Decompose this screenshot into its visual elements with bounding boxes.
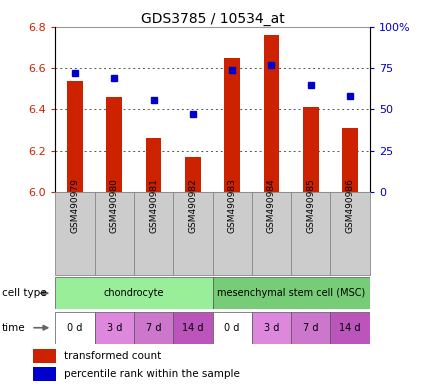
Text: GSM490986: GSM490986 <box>346 179 354 233</box>
Bar <box>185 157 201 192</box>
Text: 7 d: 7 d <box>146 323 161 333</box>
Bar <box>173 192 212 275</box>
Bar <box>291 312 331 344</box>
Bar <box>94 192 134 275</box>
Bar <box>212 192 252 275</box>
Bar <box>94 312 134 344</box>
Bar <box>67 81 83 192</box>
Text: 0 d: 0 d <box>67 323 82 333</box>
Bar <box>342 128 358 192</box>
Text: cell type: cell type <box>2 288 47 298</box>
Bar <box>212 312 252 344</box>
Text: GSM490985: GSM490985 <box>306 179 315 233</box>
Bar <box>55 192 94 275</box>
Text: GSM490984: GSM490984 <box>267 179 276 233</box>
Bar <box>33 367 56 381</box>
Text: 3 d: 3 d <box>264 323 279 333</box>
Bar <box>55 277 212 309</box>
Bar <box>303 108 319 192</box>
Text: 14 d: 14 d <box>339 323 361 333</box>
Text: GSM490980: GSM490980 <box>110 179 119 233</box>
Bar <box>331 312 370 344</box>
Text: GSM490979: GSM490979 <box>71 179 79 233</box>
Text: time: time <box>2 323 26 333</box>
Bar <box>291 192 331 275</box>
Bar <box>134 312 173 344</box>
Text: 7 d: 7 d <box>303 323 318 333</box>
Bar <box>106 97 122 192</box>
Text: 3 d: 3 d <box>107 323 122 333</box>
Bar <box>212 277 370 309</box>
Bar <box>264 35 279 192</box>
Text: percentile rank within the sample: percentile rank within the sample <box>64 369 240 379</box>
Title: GDS3785 / 10534_at: GDS3785 / 10534_at <box>141 12 284 26</box>
Text: 14 d: 14 d <box>182 323 204 333</box>
Text: GSM490981: GSM490981 <box>149 179 158 233</box>
Text: mesenchymal stem cell (MSC): mesenchymal stem cell (MSC) <box>217 288 365 298</box>
Bar <box>252 312 291 344</box>
Text: GSM490982: GSM490982 <box>188 179 197 233</box>
Text: transformed count: transformed count <box>64 351 161 361</box>
Bar <box>252 192 291 275</box>
Bar <box>146 138 162 192</box>
Bar <box>331 192 370 275</box>
Bar <box>134 192 173 275</box>
Bar <box>55 312 94 344</box>
Text: 0 d: 0 d <box>224 323 240 333</box>
Bar <box>173 312 212 344</box>
Text: GSM490983: GSM490983 <box>228 179 237 233</box>
Text: chondrocyte: chondrocyte <box>104 288 164 298</box>
Bar <box>33 349 56 363</box>
Bar <box>224 58 240 192</box>
